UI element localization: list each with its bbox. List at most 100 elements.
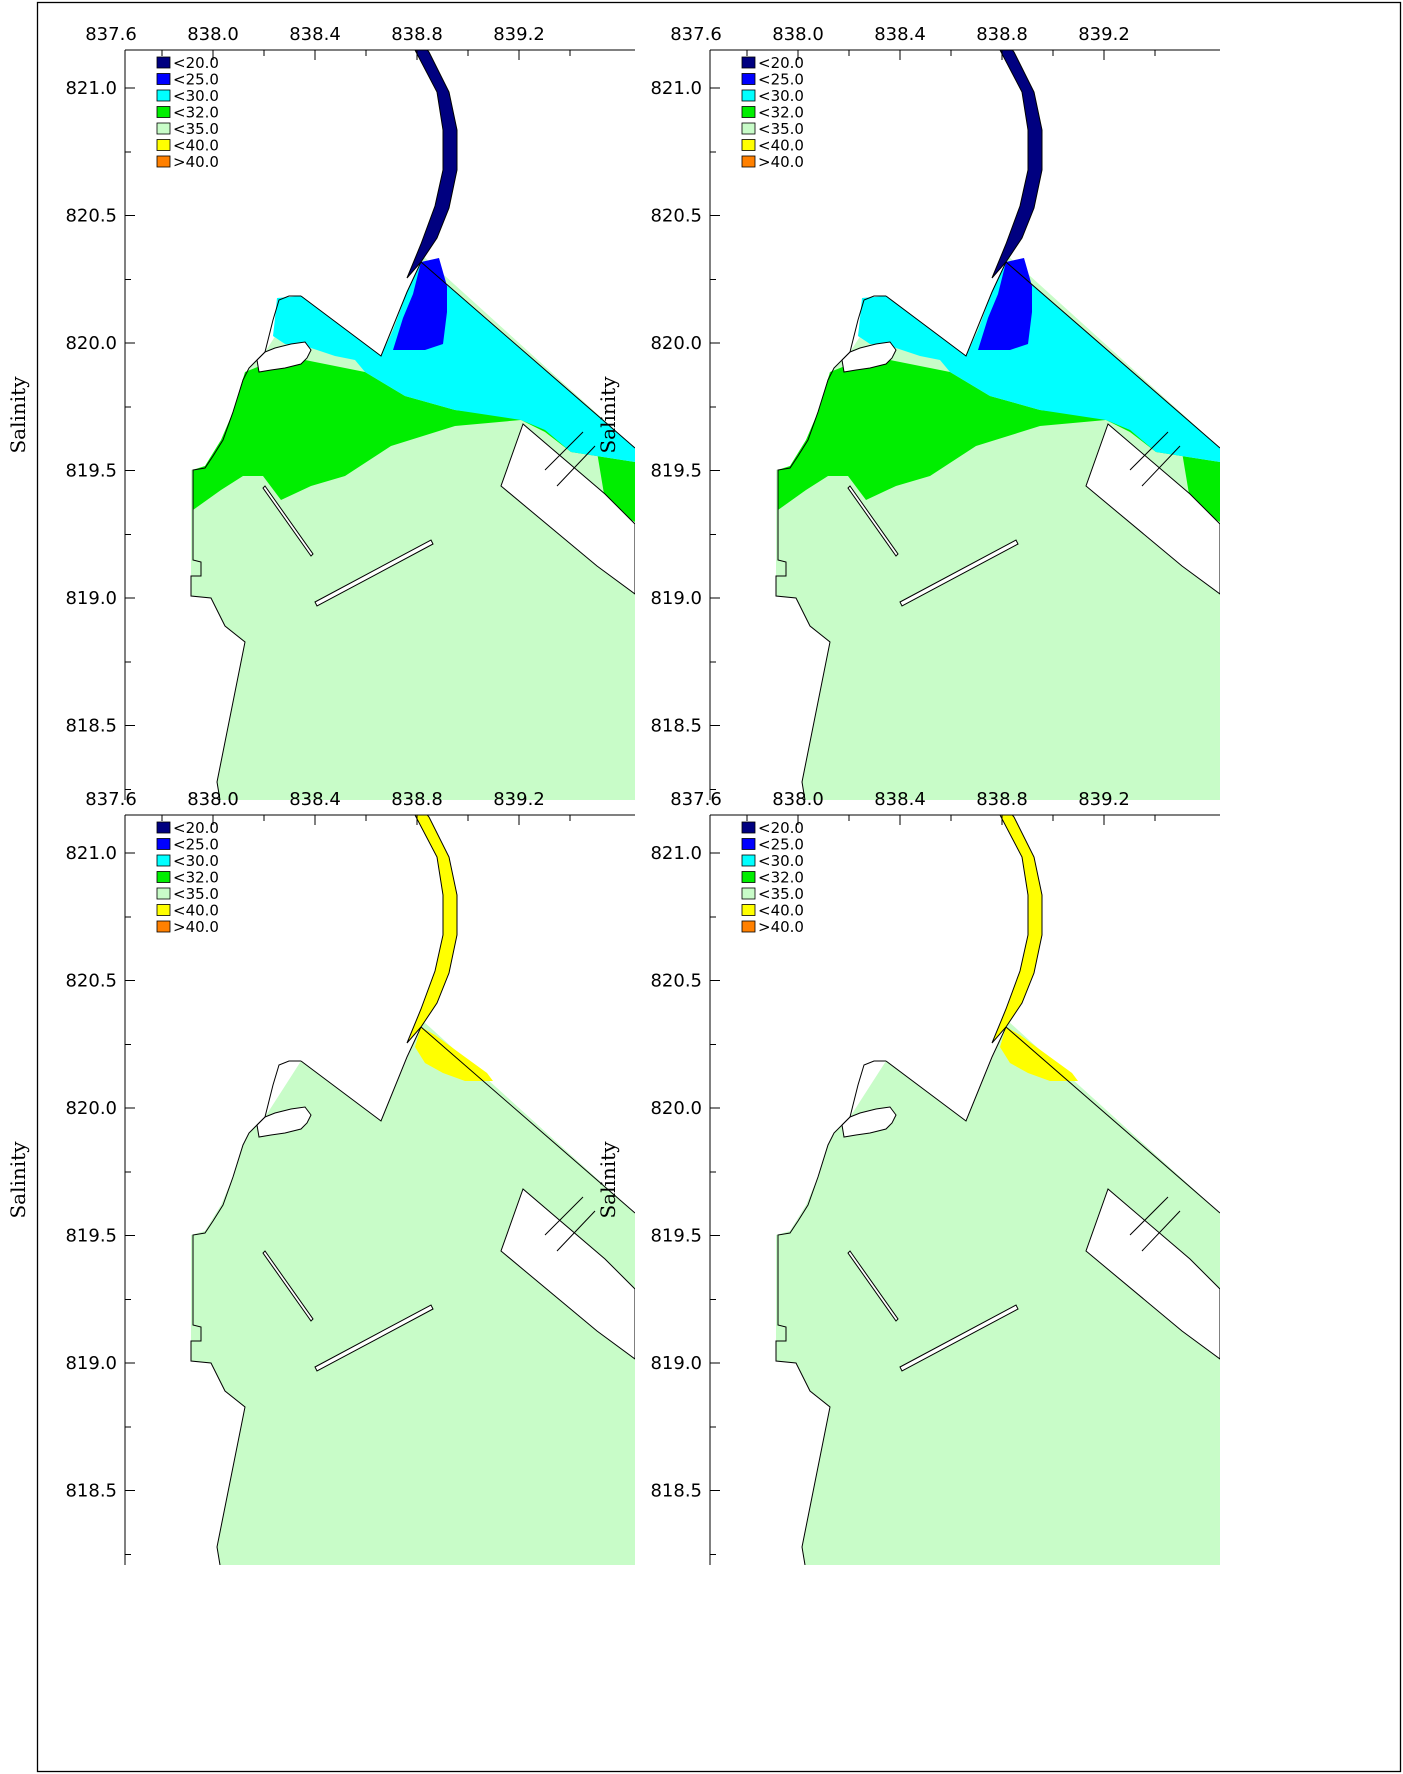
legend-swatch [741, 854, 756, 867]
quay-block [1085, 423, 1220, 595]
map-panel-bottom-right: 837.6 838.0 838.4 838.8 839.2 821.0 820.5 820.0… [596, 789, 1220, 1565]
quay-block [500, 423, 635, 595]
coastline [775, 295, 886, 800]
legend-label: <20.0 [758, 54, 804, 72]
legend-label: <40.0 [173, 137, 219, 155]
x-tick-label: 838.8 [976, 24, 1028, 45]
x-tick-label: 837.6 [85, 789, 137, 810]
legend-swatch [156, 838, 171, 850]
y-tick-label: 818.5 [65, 1481, 117, 1502]
x-tick-label: 839.2 [493, 24, 545, 45]
water-body [191, 1021, 635, 1565]
y-tick-label: 819.0 [650, 588, 702, 609]
river-channel [406, 50, 458, 279]
legend-swatch [741, 904, 756, 916]
legend: <20.0<25.0<30.0<32.0<35.0<40.0>40.0 [156, 819, 219, 936]
y-tick-label: 818.5 [650, 716, 702, 737]
legend-swatch [741, 838, 756, 850]
legend-swatch [156, 122, 171, 135]
pier [847, 485, 899, 557]
legend: <20.0<25.0<30.0<32.0<35.0<40.0>40.0 [156, 54, 219, 171]
gate-line [544, 1196, 584, 1236]
x-tick-label: 837.6 [670, 24, 722, 45]
pier [262, 485, 314, 557]
map-area [775, 815, 1220, 1565]
legend-swatch [156, 56, 171, 69]
legend-swatch [156, 155, 171, 168]
map-panel-top-right: 837.6 838.0 838.4 838.8 839.2 821.0 820.5 820.0… [596, 24, 1220, 800]
map-panel-bottom-left: 837.6 838.0 838.4 838.8 839.2 821.0 820.5 820.0… [6, 789, 635, 1565]
figure-border [36, 1, 1402, 1773]
legend-label: <20.0 [758, 819, 804, 837]
y-tick-label: 819.0 [65, 588, 117, 609]
legend-swatch [156, 920, 171, 933]
legend-swatch [156, 89, 171, 102]
coastline [300, 261, 422, 357]
legend-swatch [156, 904, 171, 916]
island [256, 341, 312, 373]
breakwater [314, 539, 434, 607]
coastline [420, 261, 635, 449]
legend-swatch [741, 56, 756, 69]
legend-label: <35.0 [758, 885, 804, 903]
x-tick-label: 838.0 [187, 789, 239, 810]
y-tick-label: 820.0 [650, 1098, 702, 1119]
legend-label: <25.0 [758, 836, 804, 854]
legend-swatch [741, 73, 756, 85]
x-tick-label: 839.2 [1078, 789, 1130, 810]
river-channel [406, 815, 458, 1044]
salinity-zone-1 [193, 360, 635, 522]
x-tick-label: 838.4 [289, 789, 341, 810]
salinity-zone-plume [415, 1027, 493, 1081]
coastline [420, 1026, 635, 1214]
x-tick-label: 837.6 [85, 24, 137, 45]
legend-swatch [156, 821, 171, 834]
y-tick-label: 821.0 [65, 78, 117, 99]
x-tick-label: 838.8 [391, 789, 443, 810]
salinity-zone-plume [1000, 1027, 1078, 1081]
x-tick-label: 838.4 [289, 24, 341, 45]
coastline [190, 1060, 301, 1565]
coastline [1005, 261, 1220, 449]
salinity-zone-3 [978, 258, 1032, 350]
legend-label: <40.0 [758, 137, 804, 155]
gate-line [1129, 431, 1169, 471]
legend-swatch [156, 887, 171, 900]
legend-swatch [741, 122, 756, 135]
map-area [190, 815, 635, 1565]
x-tick-label: 838.0 [772, 789, 824, 810]
y-tick-label: 820.0 [65, 1098, 117, 1119]
salinity-zone-2 [858, 262, 1220, 462]
y-tick-label: 821.0 [65, 843, 117, 864]
y-tick-label: 821.0 [650, 843, 702, 864]
y-axis-label: Salinity [596, 376, 620, 454]
y-tick-label: 819.5 [65, 461, 117, 482]
legend-swatch [156, 854, 171, 867]
gate-line [1129, 1196, 1169, 1236]
legend-label: <20.0 [173, 819, 219, 837]
coastline [885, 1026, 1007, 1122]
breakwater [314, 1304, 434, 1372]
legend-swatch [741, 139, 756, 151]
legend-swatch [156, 73, 171, 85]
river-channel [991, 815, 1043, 1044]
y-tick-label: 818.5 [65, 716, 117, 737]
island [841, 1106, 897, 1138]
legend: <20.0<25.0<30.0<32.0<35.0<40.0>40.0 [741, 819, 804, 936]
legend-label: <35.0 [758, 120, 804, 138]
legend-swatch [156, 106, 171, 118]
y-tick-label: 819.5 [65, 1226, 117, 1247]
gate-line [1141, 1210, 1181, 1252]
salinity-zone-3 [393, 258, 447, 350]
legend-swatch [156, 871, 171, 883]
legend-label: >40.0 [758, 153, 804, 171]
quay-block [500, 1188, 635, 1360]
legend-swatch [741, 106, 756, 118]
y-tick-label: 820.5 [65, 971, 117, 992]
coastline [775, 1060, 886, 1565]
y-tick-label: 819.5 [650, 461, 702, 482]
island [841, 341, 897, 373]
island [256, 1106, 312, 1138]
gate-line [1141, 445, 1181, 487]
